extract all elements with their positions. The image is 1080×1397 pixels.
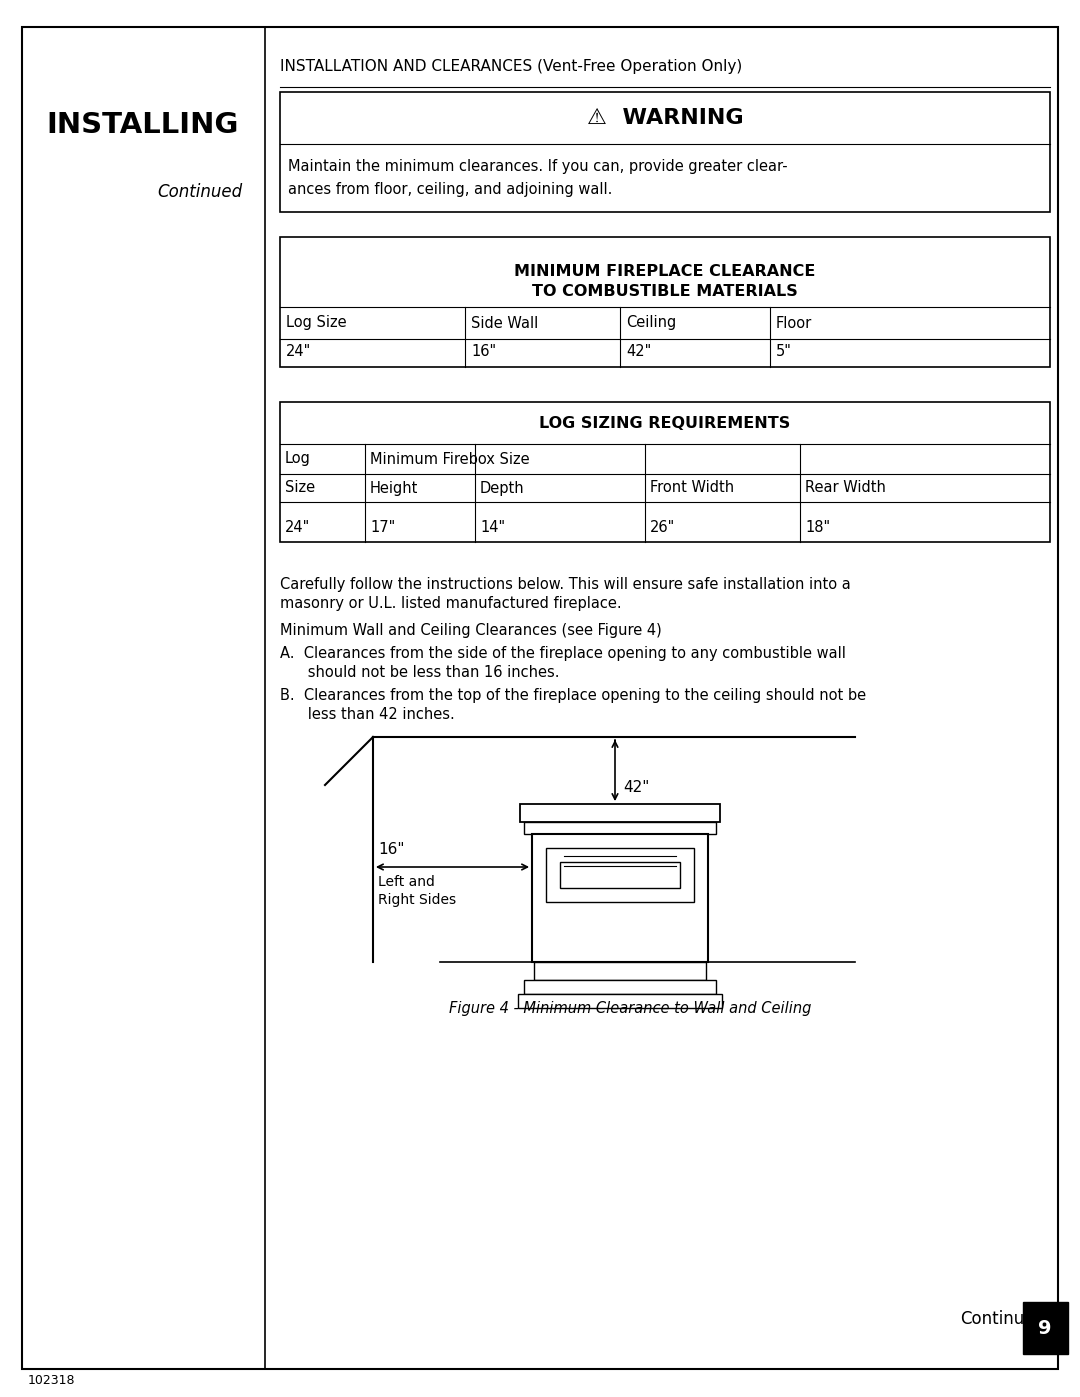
Text: 16": 16" <box>471 344 496 359</box>
Text: TO COMBUSTIBLE MATERIALS: TO COMBUSTIBLE MATERIALS <box>532 285 798 299</box>
Text: Rear Width: Rear Width <box>805 481 886 496</box>
Text: Height: Height <box>370 481 418 496</box>
Text: Carefully follow the instructions below. This will ensure safe installation into: Carefully follow the instructions below.… <box>280 577 851 592</box>
Bar <box>280 92 1050 212</box>
Text: INSTALLING: INSTALLING <box>46 110 239 138</box>
Text: Floor: Floor <box>777 316 812 331</box>
Text: Left and
Right Sides: Left and Right Sides <box>378 875 456 908</box>
Bar <box>518 995 723 1009</box>
Bar <box>524 821 716 834</box>
Text: 9: 9 <box>1038 1319 1052 1337</box>
Text: INSTALLATION AND CLEARANCES (Vent-Free Operation Only): INSTALLATION AND CLEARANCES (Vent-Free O… <box>280 60 742 74</box>
Text: 102318: 102318 <box>28 1375 76 1387</box>
Text: Log: Log <box>285 451 311 467</box>
Text: Depth: Depth <box>480 481 525 496</box>
Text: MINIMUM FIREPLACE CLEARANCE: MINIMUM FIREPLACE CLEARANCE <box>514 264 815 279</box>
Text: 18": 18" <box>805 520 831 535</box>
Bar <box>532 834 708 963</box>
Text: 17": 17" <box>370 520 395 535</box>
Text: 14": 14" <box>480 520 505 535</box>
Text: Side Wall: Side Wall <box>471 316 538 331</box>
Bar <box>561 862 680 888</box>
Text: should not be less than 16 inches.: should not be less than 16 inches. <box>280 665 559 680</box>
Text: less than 42 inches.: less than 42 inches. <box>280 707 455 722</box>
Text: masonry or U.L. listed manufactured fireplace.: masonry or U.L. listed manufactured fire… <box>280 597 622 610</box>
Text: 42": 42" <box>623 780 649 795</box>
Bar <box>546 848 694 902</box>
Bar <box>280 402 1050 542</box>
Text: Size: Size <box>285 481 315 496</box>
Text: Ceiling: Ceiling <box>626 316 676 331</box>
Text: Continued: Continued <box>960 1310 1045 1329</box>
Text: Log Size: Log Size <box>286 316 347 331</box>
Text: Figure 4 - Minimum Clearance to Wall and Ceiling: Figure 4 - Minimum Clearance to Wall and… <box>449 1002 811 1017</box>
Text: Maintain the minimum clearances. If you can, provide greater clear-
ances from f: Maintain the minimum clearances. If you … <box>288 159 787 197</box>
Text: 24": 24" <box>285 520 310 535</box>
Bar <box>524 981 716 995</box>
Bar <box>519 805 720 821</box>
Text: A.  Clearances from the side of the fireplace opening to any combustible wall: A. Clearances from the side of the firep… <box>280 645 846 661</box>
Text: 42": 42" <box>626 344 651 359</box>
Text: 26": 26" <box>650 520 675 535</box>
Bar <box>1023 1302 1068 1354</box>
Text: ⚠  WARNING: ⚠ WARNING <box>586 108 743 129</box>
Bar <box>534 963 706 981</box>
Text: 24": 24" <box>286 344 311 359</box>
Text: Continued: Continued <box>158 183 243 201</box>
Text: 5": 5" <box>777 344 792 359</box>
Bar <box>280 237 1050 367</box>
Text: Minimum Wall and Ceiling Clearances (see Figure 4): Minimum Wall and Ceiling Clearances (see… <box>280 623 662 638</box>
Text: Front Width: Front Width <box>650 481 734 496</box>
Text: Minimum Firebox Size: Minimum Firebox Size <box>370 451 529 467</box>
Text: B.  Clearances from the top of the fireplace opening to the ceiling should not b: B. Clearances from the top of the firepl… <box>280 687 866 703</box>
Text: LOG SIZING REQUIREMENTS: LOG SIZING REQUIREMENTS <box>539 415 791 430</box>
Text: 16": 16" <box>378 842 405 856</box>
